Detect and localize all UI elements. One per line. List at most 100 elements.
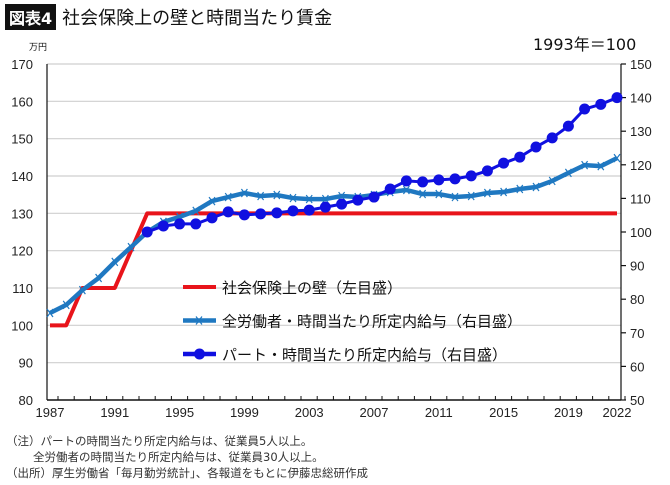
y-right-tick-label: 130 bbox=[630, 124, 652, 139]
data-point bbox=[481, 165, 493, 177]
data-point bbox=[548, 176, 556, 186]
data-point bbox=[111, 257, 119, 267]
legend-label: 全労働者・時間当たり所定内給与（右目盛） bbox=[222, 313, 522, 331]
x-tick-label: 1999 bbox=[230, 405, 259, 420]
data-point bbox=[174, 218, 186, 230]
data-point bbox=[257, 191, 265, 201]
note-2: 全労働者の時間当たり所定内給与は、従業員30人以上。 bbox=[33, 450, 324, 464]
index-note: 1993年＝100 bbox=[533, 35, 637, 54]
data-point bbox=[433, 174, 445, 186]
y-right-tick-label: 60 bbox=[630, 359, 644, 374]
y-right-tick-label: 120 bbox=[630, 158, 652, 173]
data-point bbox=[338, 191, 346, 201]
data-point bbox=[384, 183, 396, 195]
y-right-tick-label: 150 bbox=[630, 57, 652, 72]
data-point bbox=[127, 242, 135, 252]
x-tick-label: 2007 bbox=[360, 405, 389, 420]
y-right-tick-label: 70 bbox=[630, 326, 644, 341]
data-point bbox=[141, 226, 153, 238]
data-point bbox=[368, 191, 380, 203]
series-2 bbox=[141, 92, 623, 238]
y-left-tick-label: 110 bbox=[12, 281, 33, 296]
data-point bbox=[78, 285, 86, 295]
data-point bbox=[238, 209, 250, 221]
data-point bbox=[319, 201, 331, 213]
data-point bbox=[208, 196, 216, 206]
data-point bbox=[95, 273, 103, 283]
data-point bbox=[500, 187, 508, 197]
data-point bbox=[273, 190, 281, 200]
data-point bbox=[287, 205, 299, 217]
data-point bbox=[402, 185, 410, 195]
y-right-tick-label: 90 bbox=[630, 259, 644, 274]
x-tick-label: 2019 bbox=[554, 405, 583, 420]
x-tick-label: 1991 bbox=[100, 405, 129, 420]
data-point bbox=[192, 206, 200, 216]
series-0 bbox=[50, 211, 617, 328]
note-1: （注）パートの時間当たり所定内給与は、従業員5人以上。 bbox=[6, 434, 313, 448]
data-point bbox=[46, 308, 54, 318]
data-point bbox=[321, 194, 329, 204]
data-point bbox=[516, 184, 524, 194]
data-point bbox=[498, 157, 510, 169]
y-left-tick-label: 90 bbox=[19, 356, 33, 371]
y-left-tick-label: 150 bbox=[11, 132, 33, 147]
left-axis-unit: 万円 bbox=[29, 43, 48, 53]
y-left-tick-label: 80 bbox=[19, 393, 33, 408]
x-tick-label: 1995 bbox=[165, 405, 194, 420]
x-tick-label: 2022 bbox=[603, 405, 632, 420]
legend-label: 社会保険上の壁（左目盛） bbox=[222, 279, 402, 297]
data-point bbox=[611, 92, 623, 104]
data-point bbox=[564, 168, 572, 178]
data-point bbox=[613, 153, 621, 163]
footnotes: （注）パートの時間当たり所定内給与は、従業員5人以上。 全労働者の時間当たり所定… bbox=[6, 433, 368, 481]
x-tick-label: 1987 bbox=[36, 405, 65, 420]
figure-label: 図表4 bbox=[5, 4, 57, 30]
data-point bbox=[336, 198, 348, 210]
data-point bbox=[581, 160, 589, 170]
data-point bbox=[190, 218, 202, 230]
data-point bbox=[206, 212, 218, 224]
data-point bbox=[224, 192, 232, 202]
y-right-tick-label: 100 bbox=[630, 225, 652, 240]
data-point bbox=[449, 173, 461, 185]
data-point bbox=[400, 175, 412, 187]
data-point bbox=[289, 193, 297, 203]
data-point bbox=[532, 182, 540, 192]
title-row: 図表4 社会保険上の壁と時間当たり賃金 bbox=[5, 4, 332, 30]
y-left-tick-label: 130 bbox=[11, 206, 33, 221]
y-right-tick-label: 80 bbox=[630, 292, 644, 307]
data-point bbox=[435, 189, 443, 199]
y-left-tick-label: 100 bbox=[11, 318, 33, 333]
y-right-tick-label: 140 bbox=[630, 91, 652, 106]
y-left-tick-label: 120 bbox=[11, 244, 33, 259]
x-tick-label: 2011 bbox=[425, 405, 453, 420]
data-point bbox=[595, 98, 607, 110]
data-point bbox=[467, 191, 475, 201]
data-point bbox=[305, 194, 313, 204]
data-point bbox=[514, 151, 526, 163]
source-note: （出所）厚生労働省「毎月勤労統計」、各報道をもとに伊藤忠総研作成 bbox=[6, 466, 369, 480]
data-point bbox=[222, 206, 234, 218]
y-left-tick-label: 170 bbox=[11, 57, 33, 72]
data-point bbox=[303, 204, 315, 216]
data-point bbox=[483, 188, 491, 198]
data-point bbox=[562, 120, 574, 132]
data-point bbox=[255, 208, 267, 220]
data-point bbox=[579, 103, 591, 115]
data-point bbox=[597, 161, 605, 171]
data-point bbox=[62, 300, 70, 310]
data-point bbox=[530, 141, 542, 153]
x-tick-label: 2015 bbox=[489, 405, 518, 420]
y-left-tick-label: 140 bbox=[11, 169, 33, 184]
legend-label: パート・時間当たり所定内給与（右目盛） bbox=[222, 346, 507, 364]
chart-title: 社会保険上の壁と時間当たり賃金 bbox=[62, 8, 333, 29]
data-point bbox=[419, 189, 427, 199]
y-left-tick-label: 160 bbox=[11, 94, 33, 109]
legend-marker bbox=[195, 316, 203, 325]
y-right-tick-label: 50 bbox=[630, 393, 644, 408]
data-point bbox=[352, 194, 364, 206]
series-line bbox=[50, 211, 617, 328]
y-right-tick-label: 110 bbox=[630, 191, 651, 206]
